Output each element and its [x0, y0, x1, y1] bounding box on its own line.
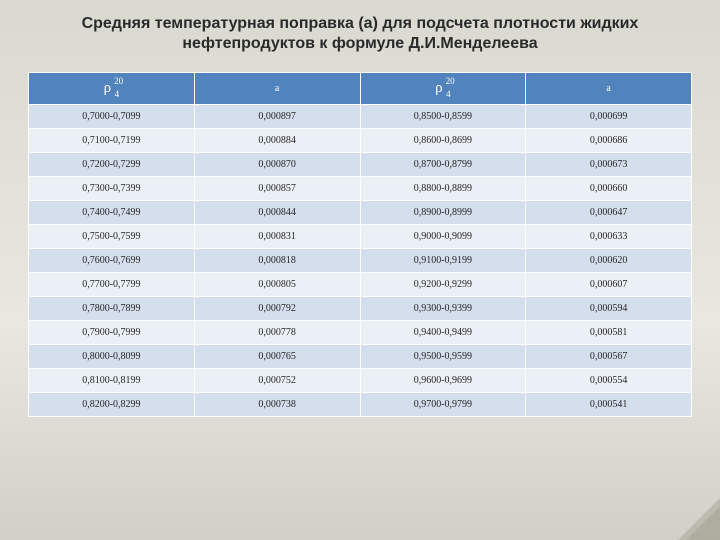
table-cell: 0,8800-0,8899	[360, 177, 526, 201]
table-cell: 0,7500-0,7599	[29, 225, 195, 249]
table-cell: 0,8600-0,8699	[360, 129, 526, 153]
table-row: 0,7700-0,77990,0008050,9200-0,92990,0006…	[29, 273, 692, 297]
table-cell: 0,7200-0,7299	[29, 153, 195, 177]
column-header-0: ρ204	[29, 73, 195, 105]
table-cell: 0,000581	[526, 321, 692, 345]
table-row: 0,7600-0,76990,0008180,9100-0,91990,0006…	[29, 249, 692, 273]
table-cell: 0,8700-0,8799	[360, 153, 526, 177]
table-row: 0,7400-0,74990,0008440,8900-0,89990,0006…	[29, 201, 692, 225]
table-cell: 0,000818	[194, 249, 360, 273]
table-cell: 0,000752	[194, 369, 360, 393]
table-cell: 0,000857	[194, 177, 360, 201]
table-body: 0,7000-0,70990,0008970,8500-0,85990,0006…	[29, 105, 692, 417]
table-head: ρ204 а ρ204 а	[29, 73, 692, 105]
table-cell: 0,000673	[526, 153, 692, 177]
page-curl	[678, 498, 720, 540]
rho-symbol: ρ204	[102, 81, 122, 96]
column-header-3: а	[526, 73, 692, 105]
table-cell: 0,000554	[526, 369, 692, 393]
table-cell: 0,000660	[526, 177, 692, 201]
table-cell: 0,7800-0,7899	[29, 297, 195, 321]
table-cell: 0,000633	[526, 225, 692, 249]
table-cell: 0,9700-0,9799	[360, 393, 526, 417]
table-cell: 0,8900-0,8999	[360, 201, 526, 225]
table-cell: 0,000805	[194, 273, 360, 297]
table-cell: 0,9200-0,9299	[360, 273, 526, 297]
table-cell: 0,000607	[526, 273, 692, 297]
table-cell: 0,7700-0,7799	[29, 273, 195, 297]
table-row: 0,8000-0,80990,0007650,9500-0,95990,0005…	[29, 345, 692, 369]
table-cell: 0,7600-0,7699	[29, 249, 195, 273]
table-cell: 0,000567	[526, 345, 692, 369]
table-cell: 0,000792	[194, 297, 360, 321]
table-cell: 0,8200-0,8299	[29, 393, 195, 417]
table-cell: 0,7100-0,7199	[29, 129, 195, 153]
table-cell: 0,7400-0,7499	[29, 201, 195, 225]
table-row: 0,7800-0,78990,0007920,9300-0,93990,0005…	[29, 297, 692, 321]
table-row: 0,8200-0,82990,0007380,9700-0,97990,0005…	[29, 393, 692, 417]
table-cell: 0,000884	[194, 129, 360, 153]
table-cell: 0,9400-0,9499	[360, 321, 526, 345]
table-cell: 0,000844	[194, 201, 360, 225]
table-cell: 0,000765	[194, 345, 360, 369]
column-header-1: а	[194, 73, 360, 105]
table-container: ρ204 а ρ204 а 0,7000-0,70990,0008970,8500-0…	[0, 62, 720, 417]
table-cell: 0,8500-0,8599	[360, 105, 526, 129]
page-title: Средняя температурная поправка (а) для п…	[0, 0, 720, 62]
table-cell: 0,8100-0,8199	[29, 369, 195, 393]
table-cell: 0,7300-0,7399	[29, 177, 195, 201]
table-row: 0,7900-0,79990,0007780,9400-0,94990,0005…	[29, 321, 692, 345]
table-row: 0,7500-0,75990,0008310,9000-0,90990,0006…	[29, 225, 692, 249]
rho-symbol: ρ204	[433, 81, 453, 96]
table-row: 0,8100-0,81990,0007520,9600-0,96990,0005…	[29, 369, 692, 393]
table-row: 0,7300-0,73990,0008570,8800-0,88990,0006…	[29, 177, 692, 201]
table-cell: 0,9100-0,9199	[360, 249, 526, 273]
correction-table: ρ204 а ρ204 а 0,7000-0,70990,0008970,8500-0…	[28, 72, 692, 417]
table-cell: 0,000541	[526, 393, 692, 417]
table-cell: 0,7000-0,7099	[29, 105, 195, 129]
table-cell: 0,000831	[194, 225, 360, 249]
table-cell: 0,000699	[526, 105, 692, 129]
table-cell: 0,9300-0,9399	[360, 297, 526, 321]
table-row: 0,7000-0,70990,0008970,8500-0,85990,0006…	[29, 105, 692, 129]
table-cell: 0,9500-0,9599	[360, 345, 526, 369]
table-cell: 0,000686	[526, 129, 692, 153]
table-row: 0,7200-0,72990,0008700,8700-0,87990,0006…	[29, 153, 692, 177]
table-cell: 0,000778	[194, 321, 360, 345]
column-header-2: ρ204	[360, 73, 526, 105]
table-row: 0,7100-0,71990,0008840,8600-0,86990,0006…	[29, 129, 692, 153]
table-cell: 0,9000-0,9099	[360, 225, 526, 249]
table-cell: 0,7900-0,7999	[29, 321, 195, 345]
table-cell: 0,000594	[526, 297, 692, 321]
table-cell: 0,000738	[194, 393, 360, 417]
table-cell: 0,000620	[526, 249, 692, 273]
table-cell: 0,000897	[194, 105, 360, 129]
table-cell: 0,000870	[194, 153, 360, 177]
table-cell: 0,000647	[526, 201, 692, 225]
table-cell: 0,8000-0,8099	[29, 345, 195, 369]
table-cell: 0,9600-0,9699	[360, 369, 526, 393]
